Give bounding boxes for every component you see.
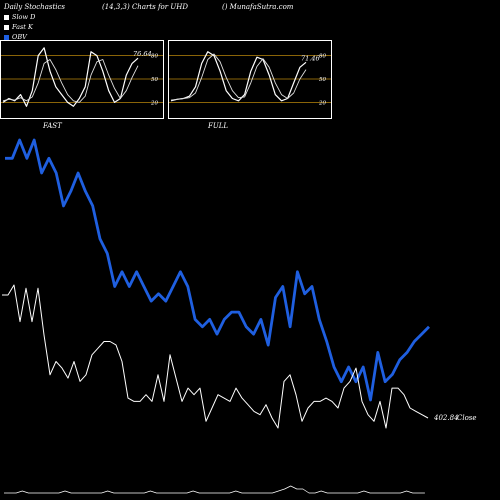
full-stochastic-panel-tick-50: 50 xyxy=(319,77,326,83)
legend-swatch-obv xyxy=(4,34,9,40)
legend-swatch-fast-k xyxy=(4,24,9,30)
price-value-suffix: Close xyxy=(457,414,477,422)
fast-stochastic-panel-tick-80: 80 xyxy=(151,54,158,60)
fast-stochastic-panel-value-label: 76.64 xyxy=(133,50,152,58)
fast-stochastic-panel-frame xyxy=(0,40,164,119)
legend-label-slow-d: Slow D xyxy=(12,13,36,21)
fast-stochastic-panel-tick-50: 50 xyxy=(151,77,158,83)
legend-swatch-slow-d xyxy=(4,14,9,20)
legend: Slow D Fast K OBV xyxy=(4,12,35,42)
legend-label-fast-k: Fast K xyxy=(12,23,33,31)
legend-item-obv: OBV xyxy=(4,32,35,42)
obv-line xyxy=(5,138,430,402)
fast-stochastic-panel-slow-d-line xyxy=(2,59,139,103)
fast-stochastic-panel-tick-20: 20 xyxy=(150,100,158,106)
site-credit: () MunafaSutra.com xyxy=(222,3,294,11)
price-line xyxy=(2,284,429,429)
full-stochastic-panel-tick-80: 80 xyxy=(319,54,326,60)
full-stochastic-panel-tick-20: 20 xyxy=(318,100,326,106)
volume-trace xyxy=(4,485,425,494)
full-stochastic-panel-caption: FULL xyxy=(207,122,228,130)
price-value-label: 402.84 xyxy=(433,414,459,422)
legend-label-obv: OBV xyxy=(12,33,27,41)
full-stochastic-panel-value-label: 71.46 xyxy=(301,54,320,62)
legend-item-fast-k: Fast K xyxy=(4,22,35,32)
fast-stochastic-panel-fast-k-line xyxy=(2,47,139,107)
chart-params: (14,3,3) Charts for UHD xyxy=(102,3,188,11)
chart-title: Daily Stochastics xyxy=(4,3,66,11)
full-stochastic-panel-frame xyxy=(168,40,332,119)
legend-item-slow-d: Slow D xyxy=(4,12,35,22)
full-stochastic-panel-slow-d-line xyxy=(170,53,307,101)
fast-stochastic-panel-caption: FAST xyxy=(42,122,63,130)
full-stochastic-panel-fast-k-line xyxy=(170,51,307,102)
